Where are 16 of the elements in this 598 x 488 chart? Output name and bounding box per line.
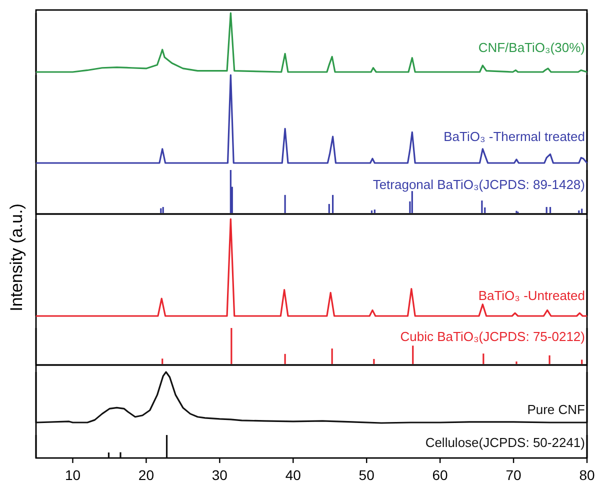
- x-tick-label: 20: [138, 467, 154, 483]
- x-tick-label: 50: [358, 467, 375, 483]
- y-axis-title: Intensity (a.u.): [7, 204, 26, 312]
- x-tick-label: 40: [285, 467, 302, 483]
- x-tick-label: 10: [64, 467, 81, 483]
- x-tick-label: 70: [506, 467, 522, 483]
- series-label: CNF/BaTiO₃(30%): [478, 40, 585, 55]
- series-label: Tetragonal BaTiO₃(JCPDS: 89-1428): [372, 177, 585, 192]
- text: Cellulose(JCPDS: 50-2241): [425, 435, 585, 450]
- x-tick-label: 80: [579, 467, 595, 483]
- x-tick-label: 60: [432, 467, 448, 483]
- series-label: BaTiO₃ -Untreated: [478, 288, 585, 303]
- series-label: Cubic BaTiO₃(JCPDS: 75-0212): [400, 329, 585, 344]
- x-tick-label: 30: [212, 467, 228, 483]
- series-label: BaTiO₃ -Thermal treated: [444, 129, 585, 144]
- series-label: Pure CNF: [527, 402, 586, 417]
